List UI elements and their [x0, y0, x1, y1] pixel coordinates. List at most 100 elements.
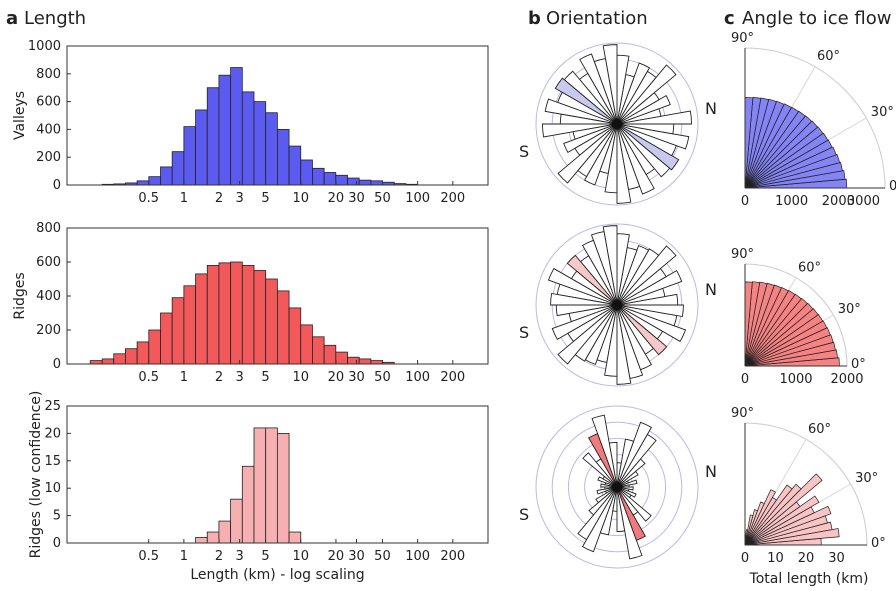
angle-ridges-rtick-label: 2000	[830, 372, 863, 387]
length-ridges-low-confidence-xtick-label: 2	[215, 549, 223, 564]
angle-ridges-low-confidence-sector	[744, 489, 776, 546]
angle-ridges-low-confidence-sector	[744, 483, 802, 546]
length-ridges-bar	[195, 273, 208, 365]
angle-ridges-angle-90: 90°	[731, 247, 754, 262]
angle-valleys-sector	[744, 103, 792, 189]
angle-ridges-low-confidence-xlabel: Total length (km)	[749, 571, 869, 587]
orientation-valleys-sector	[583, 123, 618, 186]
length-ridges-bar	[312, 336, 325, 365]
orientation-ridges-low-confidence-sector	[616, 421, 653, 488]
angle-ridges-low-confidence-sector	[744, 501, 765, 546]
length-ridges-low-confidence-bar	[230, 498, 243, 544]
length-valleys-bar	[183, 126, 196, 186]
angle-ridges-low-confidence-chart: 0 10 20 30 0° 30° 60° 90° Total length (km)	[731, 406, 886, 587]
length-valleys-xtick-label: 10	[292, 191, 309, 206]
length-ridges-bar	[89, 360, 103, 365]
orientation-valleys-sector	[616, 123, 690, 150]
angle-ridges-sector	[744, 314, 824, 367]
length-ridges-low-confidence-ytick-label: 25	[44, 399, 61, 414]
orientation-ridges-low-confidence-chart: SN	[519, 405, 717, 569]
length-valleys-ytick-label: 200	[36, 150, 61, 165]
orientation-ridges-low-confidence-sector	[616, 438, 635, 488]
length-valleys-xtick-label: 200	[440, 191, 465, 206]
panel-a-title: Length	[24, 8, 86, 29]
angle-valleys-outline	[744, 47, 886, 189]
orientation-ridges-chart: SN	[519, 223, 717, 387]
orientation-valleys-sector	[616, 95, 671, 125]
orientation-valleys-sector	[544, 98, 618, 125]
length-valleys-ytick-label: 1000	[28, 39, 61, 54]
length-valleys-bar	[241, 91, 255, 186]
orientation-ridges-sector	[616, 304, 684, 318]
length-ridges-low-confidence-xtick-label: 10	[292, 549, 309, 564]
length-valleys-ylabel: Valleys	[12, 91, 28, 140]
angle-ridges-low-confidence-outline	[744, 422, 868, 546]
length-ridges-xtick-label: 20	[328, 370, 345, 385]
length-valleys-bar	[218, 74, 232, 186]
orientation-ridges-sector	[574, 304, 618, 362]
length-ridges-low-confidence-bar	[206, 531, 220, 544]
orientation-valleys-sector	[557, 123, 618, 184]
angle-valleys-sector	[744, 110, 806, 189]
length-ridges-bar	[300, 324, 313, 365]
length-valleys-bar	[288, 145, 302, 186]
orientation-ridges-low-confidence-label-n: N	[705, 462, 717, 481]
orientation-ridges-sector	[557, 304, 618, 365]
angle-ridges-outline	[744, 263, 848, 367]
length-valleys-bar	[370, 180, 383, 186]
length-valleys-bar	[358, 179, 372, 186]
length-valleys-bar	[148, 176, 161, 186]
length-ridges-low-confidence-ytick-label: 0	[53, 536, 61, 551]
length-valleys-bar	[265, 112, 278, 186]
length-ridges-low-confidence-xtick-label: 0.5	[138, 549, 159, 564]
angle-ridges-low-confidence-rtick-label: 10	[767, 551, 784, 566]
orientation-ridges-sector	[616, 245, 677, 306]
length-ridges-bar	[171, 297, 185, 365]
orientation-ridges-low-confidence-ring	[535, 405, 699, 569]
orientation-ridges-sector	[584, 304, 618, 365]
length-ridges-low-confidence-bar	[276, 432, 290, 544]
angle-ridges-sector	[744, 281, 761, 367]
angle-ridges-angle-60: 60°	[798, 260, 821, 275]
angle-polar-charts: 01000200030000°30°60°90°0100020000°30°60…	[731, 31, 896, 587]
length-valleys-bar	[347, 177, 360, 186]
length-ridges-bar	[101, 358, 115, 365]
length-valleys-frame	[66, 45, 489, 186]
orientation-ridges-ring	[535, 223, 699, 387]
angle-valleys-angle-90: 90°	[731, 31, 754, 46]
length-ridges-bar	[160, 312, 173, 365]
length-ridges-bar	[253, 270, 267, 365]
length-ridges-bar	[183, 285, 196, 365]
length-ridges-bar	[218, 262, 232, 365]
orientation-ridges-low-confidence-sector	[599, 486, 618, 536]
angle-valleys-angle-60: 60°	[817, 49, 840, 64]
length-ridges-low-confidence-xtick-label: 20	[328, 549, 345, 564]
angle-valleys-sector	[744, 100, 785, 189]
angle-ridges-low-confidence-angle-60: 60°	[808, 422, 831, 437]
orientation-ridges-label-n: N	[705, 280, 717, 299]
orientation-valleys-sector	[554, 77, 618, 125]
angle-ridges-low-confidence-sector	[744, 495, 820, 546]
length-valleys-ytick-label: 400	[36, 122, 61, 137]
length-ridges-bar	[335, 351, 348, 365]
length-valleys-ytick-label: 0	[53, 178, 61, 193]
angle-valleys-sector	[744, 126, 824, 189]
orientation-ridges-sector	[547, 267, 618, 306]
length-ridges-low-confidence-bar	[241, 465, 255, 544]
length-ridges-xtick-label: 10	[292, 370, 309, 385]
angle-valleys-rtick-label: 3000	[847, 194, 880, 209]
length-valleys-xtick-label: 5	[261, 191, 269, 206]
length-valleys-bar	[195, 109, 208, 186]
length-valleys-bar	[171, 151, 185, 186]
angle-valleys-sector	[744, 115, 813, 189]
length-ridges-xtick-label: 0.5	[138, 370, 159, 385]
orientation-valleys-sector	[616, 123, 675, 135]
length-ridges-low-confidence-xtick-label: 100	[405, 549, 430, 564]
orientation-ridges-sector	[566, 254, 618, 306]
length-ridges-low-confidence-xtick-label: 3	[236, 549, 244, 564]
angle-ridges-low-confidence-rtick-label: 30	[828, 551, 845, 566]
length-ridges-chart: 0 200 400 600 800 0.5 1 2 3 5 10 20 30 50 100 200 Ridges	[12, 221, 489, 385]
length-ridges-bar	[230, 261, 243, 365]
